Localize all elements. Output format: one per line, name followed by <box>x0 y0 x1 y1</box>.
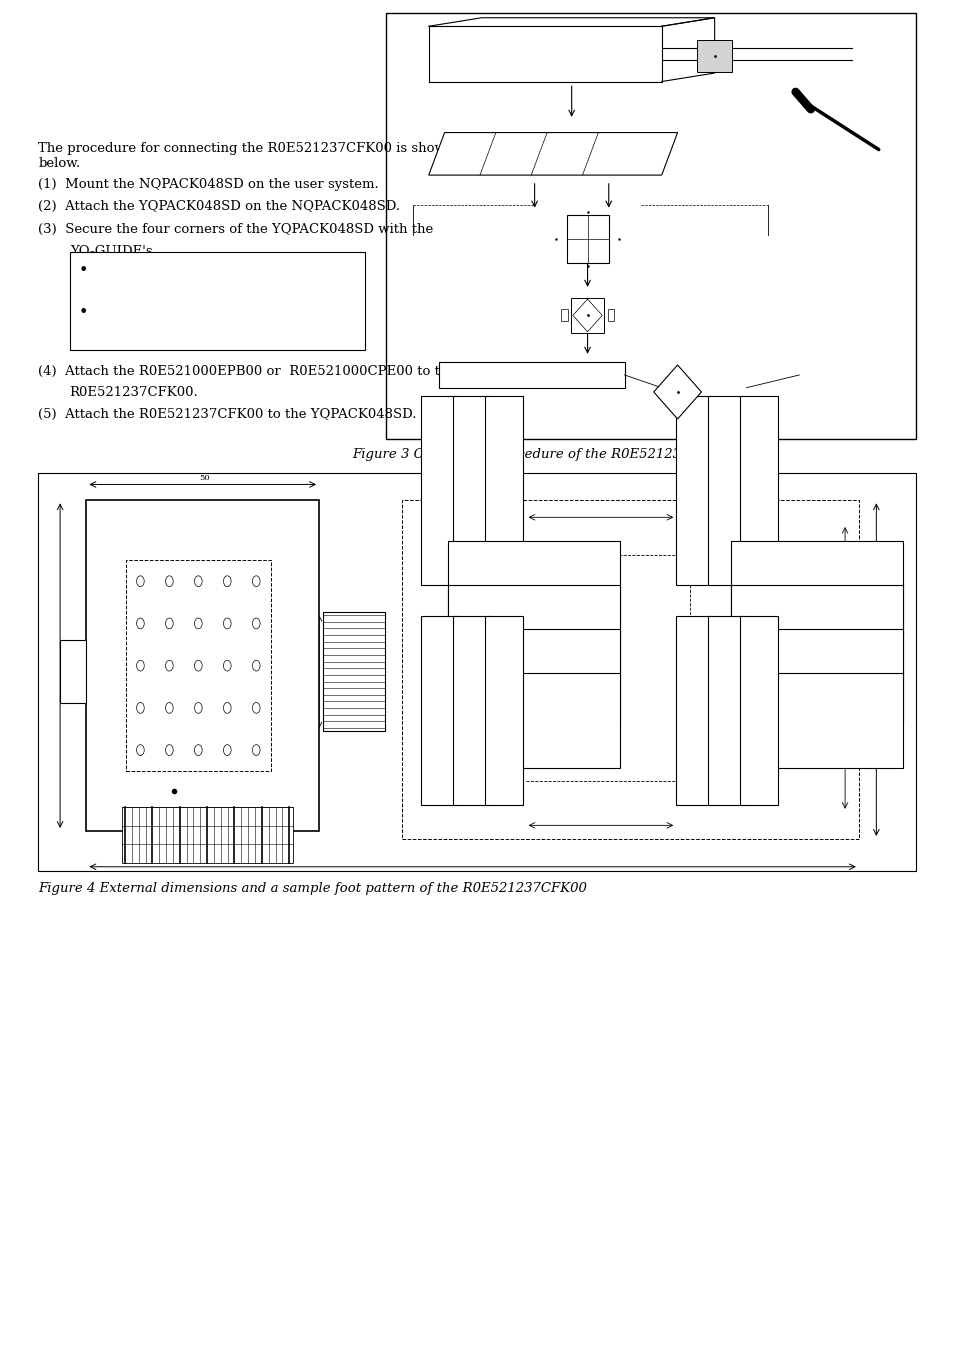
Circle shape <box>253 745 260 756</box>
Circle shape <box>194 702 202 713</box>
Bar <box>676 616 714 805</box>
Bar <box>420 396 458 585</box>
Text: YQ-GUIDE's.: YQ-GUIDE's. <box>70 244 156 258</box>
Bar <box>87 501 318 832</box>
Bar <box>60 640 87 703</box>
Bar <box>484 616 522 805</box>
Bar <box>707 616 745 805</box>
Text: CN1: CN1 <box>93 655 101 672</box>
Bar <box>452 396 490 585</box>
Bar <box>560 309 567 321</box>
Text: 50: 50 <box>199 474 210 482</box>
Polygon shape <box>428 132 677 176</box>
Bar <box>323 612 384 732</box>
Bar <box>707 396 745 585</box>
Circle shape <box>223 618 231 629</box>
Bar <box>730 629 902 724</box>
Bar <box>607 309 613 321</box>
Circle shape <box>223 702 231 713</box>
Text: (5)  Attach the R0E521237CFK00 to the YQPACK048SD.: (5) Attach the R0E521237CFK00 to the YQP… <box>38 408 416 421</box>
Circle shape <box>194 660 202 671</box>
Circle shape <box>223 576 231 587</box>
Bar <box>386 14 915 439</box>
Circle shape <box>253 576 260 587</box>
Text: ►RENESAS: ►RENESAS <box>121 526 179 536</box>
Text: R0E521237CFK00.: R0E521237CFK00. <box>70 386 198 400</box>
Circle shape <box>253 702 260 713</box>
Bar <box>676 396 714 585</box>
Text: The procedure for connecting the R0E521237CFK00 is shown
below.: The procedure for connecting the R0E5212… <box>38 142 454 170</box>
Circle shape <box>253 618 260 629</box>
Bar <box>740 396 778 585</box>
Text: Figure 3 Connection procedure of the R0E521237CFK00: Figure 3 Connection procedure of the R0E… <box>352 448 735 462</box>
Bar <box>730 674 902 768</box>
Text: •: • <box>78 304 88 321</box>
Circle shape <box>166 618 173 629</box>
Bar <box>566 215 608 263</box>
Text: (4)  Attach the R0E521000EPB00 or  R0E521000CPE00 to the: (4) Attach the R0E521000EPB00 or R0E5210… <box>38 364 456 378</box>
Circle shape <box>223 745 231 756</box>
Text: Figure 4 External dimensions and a sample foot pattern of the R0E521237CFK00: Figure 4 External dimensions and a sampl… <box>38 882 586 895</box>
Circle shape <box>166 660 173 671</box>
Bar <box>448 586 619 680</box>
Circle shape <box>253 660 260 671</box>
Bar <box>420 616 458 805</box>
Bar <box>402 501 858 838</box>
Circle shape <box>136 702 144 713</box>
Text: R0E521237CFK00 REV.A
  MADE IN JAPAN: R0E521237CFK00 REV.A MADE IN JAPAN <box>162 803 227 814</box>
Circle shape <box>166 745 173 756</box>
Circle shape <box>136 660 144 671</box>
Circle shape <box>194 576 202 587</box>
Bar <box>730 586 902 680</box>
Circle shape <box>136 618 144 629</box>
Circle shape <box>136 745 144 756</box>
Text: (2)  Attach the YQPACK048SD on the NQPACK048SD.: (2) Attach the YQPACK048SD on the NQPACK… <box>38 200 400 213</box>
Bar <box>452 616 490 805</box>
Bar <box>570 297 604 333</box>
Text: (1)  Mount the NQPACK048SD on the user system.: (1) Mount the NQPACK048SD on the user sy… <box>38 178 378 192</box>
Circle shape <box>166 702 173 713</box>
Bar <box>448 629 619 724</box>
Circle shape <box>194 618 202 629</box>
Bar <box>730 541 902 636</box>
Circle shape <box>194 745 202 756</box>
Bar <box>121 807 293 863</box>
Bar <box>448 674 619 768</box>
Polygon shape <box>438 362 624 387</box>
Text: (3)  Secure the four corners of the YQPACK048SD with the: (3) Secure the four corners of the YQPAC… <box>38 223 433 236</box>
Bar <box>484 396 522 585</box>
Bar <box>38 472 915 871</box>
Bar <box>126 560 271 771</box>
Circle shape <box>136 576 144 587</box>
Text: C3: C3 <box>259 659 267 670</box>
Bar <box>697 39 731 72</box>
Text: •: • <box>78 262 88 279</box>
Bar <box>448 541 619 636</box>
Bar <box>70 252 365 350</box>
Circle shape <box>223 660 231 671</box>
Polygon shape <box>653 364 700 418</box>
Bar <box>740 616 778 805</box>
Circle shape <box>166 576 173 587</box>
